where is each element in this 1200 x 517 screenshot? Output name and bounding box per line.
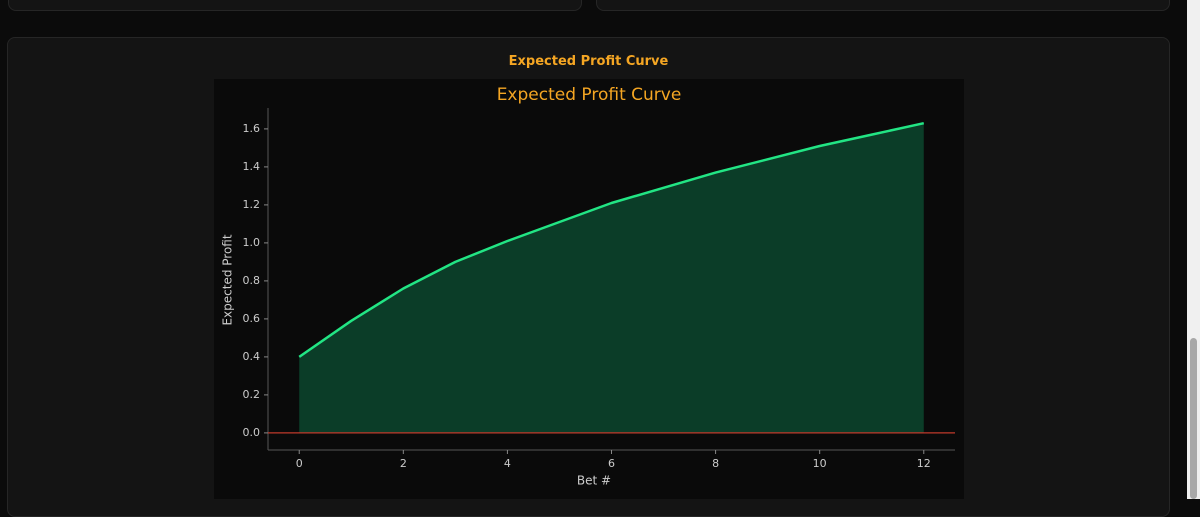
- y-tick-label: 1.4: [243, 160, 261, 173]
- y-tick-label: 0.6: [243, 312, 261, 325]
- scrollbar-thumb[interactable]: [1190, 338, 1197, 499]
- y-tick-label: 0.4: [243, 350, 261, 363]
- panel-title: Expected Profit Curve: [508, 54, 669, 69]
- chart-title: Expected Profit Curve: [497, 85, 682, 105]
- top-card-right: [596, 0, 1170, 11]
- y-tick-label: 0.2: [243, 388, 261, 401]
- x-tick-label: 6: [608, 457, 615, 470]
- x-tick-label: 4: [504, 457, 511, 470]
- page: Expected Profit Curve Expected Profit Cu…: [7, 0, 1200, 517]
- line: [298, 121, 925, 358]
- x-tick-label: 12: [917, 457, 931, 470]
- x-tick-label: 10: [813, 457, 827, 470]
- y-tick-label: 1.0: [243, 236, 261, 249]
- x-axis-label: Bet #: [577, 474, 611, 488]
- x-tick-label: 2: [400, 457, 407, 470]
- y-tick-label: 1.2: [243, 198, 261, 211]
- area-fill: [299, 123, 924, 433]
- x-tick-label: 0: [296, 457, 303, 470]
- y-tick-label: 0.0: [243, 426, 261, 439]
- y-axis-label: Expected Profit: [221, 234, 235, 325]
- x-tick-label: 8: [712, 457, 719, 470]
- top-card-left: [8, 0, 582, 11]
- chart: Expected Profit Curve Bet # Expected Pro…: [214, 79, 964, 499]
- y-tick-label: 0.8: [243, 274, 261, 287]
- y-tick-label: 1.6: [243, 122, 261, 135]
